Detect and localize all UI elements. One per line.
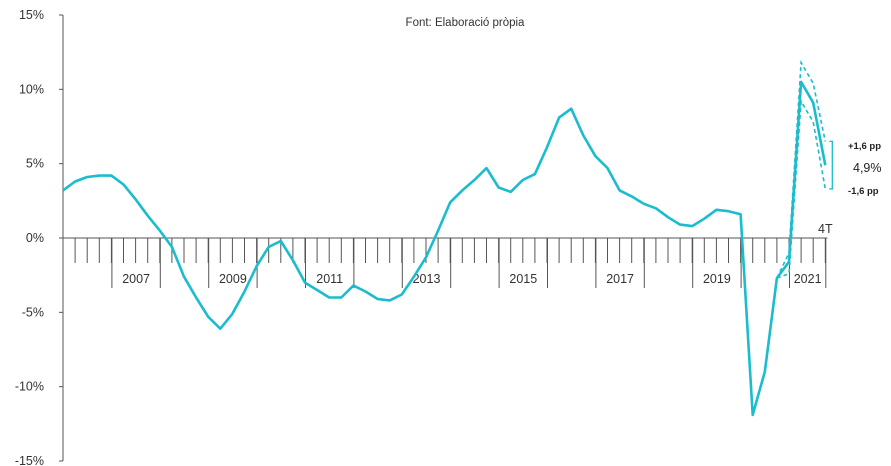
y-tick-label: 15% [19,8,44,22]
final-value-label: 4,9% [853,161,882,175]
y-tick-label: 5% [26,157,44,171]
band-lower-label: -1,6 pp [848,186,879,197]
x-year-label: 2015 [509,272,537,286]
series-layer [62,59,827,417]
y-tick-label: -15% [15,454,44,466]
x-axis: 2007 2009 2011 2013 2015 2017 2019 2021 4T [63,222,833,288]
x-year-label: 2009 [219,272,247,286]
x-year-label: 2021 [794,272,822,286]
band-upper-line [776,59,827,279]
y-tick-label: 0% [26,231,44,245]
y-tick-label: -5% [22,305,44,319]
y-tick-label: 10% [19,82,44,96]
y-axis: 15% 10% 5% 0% -5% -10% -15% [15,8,64,466]
source-note: Font: Elaboració pròpia [406,17,526,29]
x-year-label: 2007 [122,272,150,286]
band-upper-label: +1,6 pp [848,141,881,152]
series-line [62,80,827,417]
band-lower-line [776,98,827,279]
band-annotation: +1,6 pp 4,9% -1,6 pp [829,140,882,197]
band-bracket [829,140,833,190]
x-year-label: 2013 [413,272,441,286]
x-year-label: 2017 [606,272,634,286]
x-year-label: 2011 [316,272,343,286]
y-tick-label: -10% [15,380,44,394]
last-quarter-label: 4T [818,222,833,236]
x-year-label: 2019 [703,272,731,286]
